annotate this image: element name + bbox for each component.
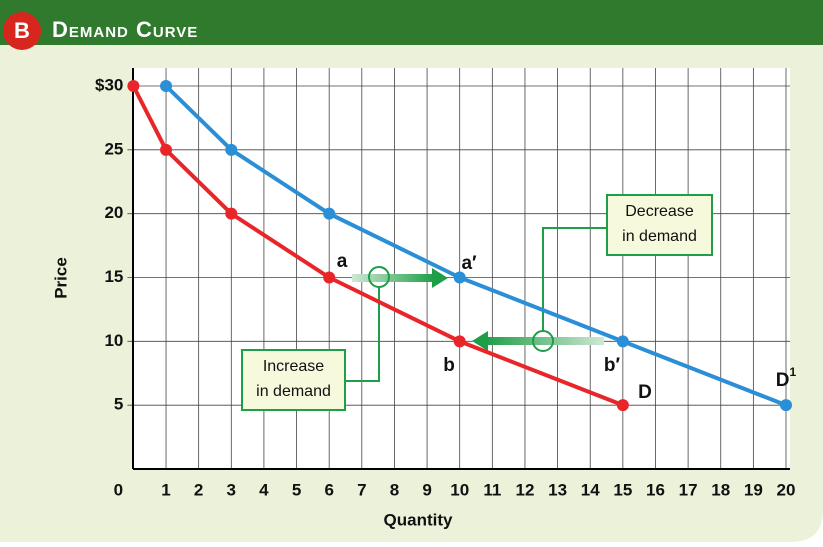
x-tick-label: 1 <box>161 480 170 499</box>
connector <box>345 287 380 382</box>
annotation-text: b <box>443 355 455 376</box>
annotation-text: a′ <box>461 253 477 274</box>
callout-text: in demand <box>622 228 697 245</box>
y-tick-label: 5 <box>114 395 123 414</box>
x-tick-label: 8 <box>390 480 399 499</box>
series-line <box>131 85 624 408</box>
connector-circle <box>532 330 554 352</box>
annotation-text: b′ <box>604 355 621 376</box>
y-tick-label: 25 <box>104 139 123 158</box>
connector-circle <box>368 266 390 288</box>
header-bar <box>0 0 823 45</box>
x-tick-label: 3 <box>227 480 236 499</box>
badge-text: B <box>14 18 30 43</box>
x-tick-label: 19 <box>744 480 763 499</box>
annotation-text: a <box>337 251 348 272</box>
callout-text: Decrease <box>625 203 694 220</box>
arrow-head <box>472 331 488 351</box>
x-tick-label: 16 <box>646 480 665 499</box>
y-tick-label: 20 <box>104 203 123 222</box>
data-point <box>616 399 629 412</box>
callout-text: Increase <box>263 358 324 375</box>
annotation-text: D <box>776 370 790 391</box>
x-tick-label: 18 <box>711 480 730 499</box>
y-tick-label: 15 <box>104 267 123 286</box>
annotation: b <box>443 355 455 376</box>
x-tick-label: 9 <box>422 480 431 499</box>
connector <box>542 227 607 331</box>
callout-box <box>606 194 713 256</box>
x-tick-label: 12 <box>515 480 534 499</box>
shift-arrow <box>352 274 434 282</box>
data-point <box>225 207 238 220</box>
data-point <box>225 143 238 156</box>
annotation-text: D <box>638 382 652 403</box>
arrow-head <box>432 268 448 288</box>
series-line <box>164 84 787 408</box>
x-tick-label: 20 <box>777 480 796 499</box>
callout-box <box>241 349 346 411</box>
shift-arrow <box>486 337 604 345</box>
data-point <box>323 271 336 284</box>
data-point <box>616 335 629 348</box>
data-point <box>127 80 140 92</box>
annotation: a <box>337 251 348 272</box>
data-point <box>160 143 173 156</box>
x-tick-label: 4 <box>259 480 269 499</box>
annotation-sup: 1 <box>790 365 797 379</box>
x-tick-label: 5 <box>292 480 301 499</box>
data-point <box>780 399 792 412</box>
data-point <box>160 80 173 92</box>
x-tick-label: 10 <box>450 480 469 499</box>
y-tick-label: 10 <box>104 331 123 350</box>
data-point <box>453 271 466 284</box>
callout-text: in demand <box>256 383 331 400</box>
y-tick-label: $30 <box>95 75 123 94</box>
x-tick-label: 17 <box>679 480 698 499</box>
x-tick-label: 0 <box>114 480 123 499</box>
x-tick-label: 7 <box>357 480 366 499</box>
header-title: Demand Curve <box>52 17 198 42</box>
data-point <box>453 335 466 348</box>
y-axis-label: Price <box>51 257 70 299</box>
annotation: b′ <box>604 355 621 376</box>
x-tick-label: 11 <box>483 480 501 499</box>
x-tick-label: 14 <box>581 480 600 499</box>
x-tick-label: 15 <box>613 480 632 499</box>
badge <box>3 12 41 50</box>
x-tick-label: 2 <box>194 480 203 499</box>
data-point <box>323 207 336 220</box>
annotation: a′ <box>461 253 477 274</box>
annotation: D <box>638 382 652 403</box>
x-tick-label: 13 <box>548 480 567 499</box>
x-tick-label: 6 <box>324 480 333 499</box>
annotation: D1 <box>776 365 797 391</box>
x-axis-label: Quantity <box>384 510 453 529</box>
